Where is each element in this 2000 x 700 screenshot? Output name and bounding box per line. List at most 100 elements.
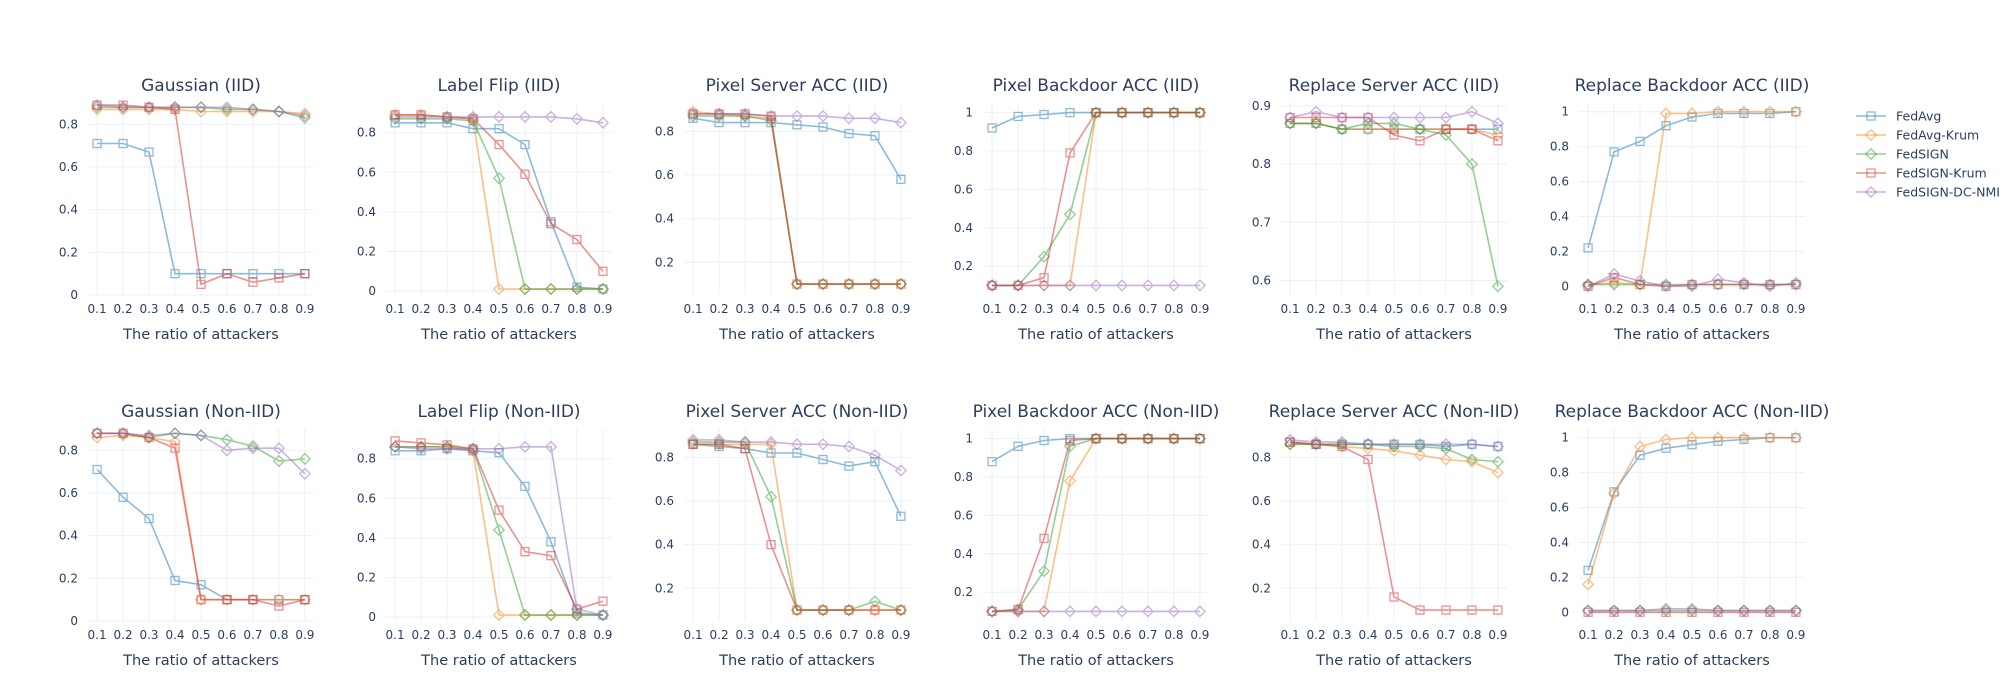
data-point (1013, 111, 1023, 122)
data-point (1285, 112, 1295, 123)
data-point (790, 109, 804, 123)
data-point (92, 138, 102, 149)
data-point (1583, 281, 1593, 291)
series-fedsign-krum (688, 439, 906, 615)
data-point (170, 443, 180, 453)
x-tick-label: 0.3 (437, 628, 456, 642)
data-point (686, 107, 700, 121)
data-point (170, 575, 180, 586)
data-point (1737, 105, 1751, 118)
series-line (692, 117, 902, 180)
y-tick-label: 0.2 (59, 245, 78, 259)
x-tick-label: 0.1 (684, 302, 703, 316)
data-point (1685, 602, 1699, 615)
data-point (792, 605, 802, 615)
x-tick-label: 0.3 (139, 302, 158, 316)
legend-item[interactable]: FedSIGN-DC-NMI (1856, 185, 2000, 200)
series-line (97, 104, 306, 117)
y-tick-label: 0.8 (1550, 140, 1569, 154)
y-tick-label: 0 (368, 610, 376, 624)
series-fedsign-krum (92, 100, 310, 289)
x-axis-label: The ratio of attackers (420, 327, 577, 343)
data-point (1335, 435, 1349, 449)
data-point (1763, 604, 1777, 617)
data-point (1659, 602, 1673, 615)
y-tick-label: 0.8 (954, 470, 973, 484)
data-point (466, 110, 480, 123)
x-tick-label: 0.6 (1112, 628, 1131, 642)
series-line (1290, 116, 1499, 142)
x-tick-label: 0.6 (1112, 302, 1131, 316)
x-tick-label: 0.5 (1086, 302, 1105, 316)
data-point (1711, 273, 1725, 286)
data-point (298, 452, 312, 465)
legend-item[interactable]: FedSIGN-Krum (1856, 166, 1987, 181)
x-axis-label: The ratio of attackers (122, 327, 279, 343)
x-tick-label: 0.5 (1384, 628, 1403, 642)
data-point (492, 442, 506, 455)
data-point (144, 147, 154, 157)
data-point (272, 442, 286, 455)
x-tick-label: 0.2 (412, 302, 431, 316)
data-point (1389, 130, 1399, 140)
data-point (246, 103, 260, 116)
x-tick-label: 0.8 (567, 628, 586, 642)
x-tick-label: 0.2 (114, 302, 133, 316)
data-point (90, 427, 104, 440)
data-point (1581, 578, 1595, 591)
data-point (492, 282, 506, 296)
x-tick-label: 0.8 (1164, 628, 1183, 642)
data-point (598, 596, 608, 606)
legend-item[interactable]: FedAvg (1856, 109, 1941, 124)
data-point (116, 101, 130, 114)
legend-item[interactable]: FedSIGN (1856, 147, 1949, 162)
data-point (712, 107, 726, 121)
data-point (1117, 107, 1127, 118)
x-tick-label: 0.2 (412, 628, 431, 642)
x-tick-label: 0.4 (1656, 628, 1675, 642)
data-point (390, 446, 400, 456)
data-point (1091, 433, 1101, 444)
x-tick-label: 0.5 (1086, 628, 1105, 642)
y-tick-label: 0.8 (1252, 157, 1271, 171)
data-point (1763, 105, 1777, 118)
data-point (168, 435, 182, 448)
data-point (1789, 604, 1803, 617)
data-point (896, 174, 906, 185)
x-tick-label: 0.9 (295, 628, 314, 642)
series-fedsign-dc-nmi (90, 427, 312, 480)
y-tick-label: 0.4 (655, 538, 674, 552)
x-tick-label: 0.9 (295, 302, 314, 316)
data-point (596, 608, 610, 622)
data-point (246, 439, 260, 453)
data-point (1283, 111, 1297, 124)
y-tick-label: 0.6 (1252, 494, 1271, 508)
data-point (596, 116, 610, 129)
legend-swatch-marker (1864, 147, 1878, 161)
y-tick-label: 0.2 (655, 255, 674, 269)
x-tick-label: 0.6 (515, 628, 534, 642)
subplot-4: 0.2 0.4 0.6 0.8 1 0.1 0.2 0.3 0.4 0.5 0.6 0.7 0.8 0.9… (954, 76, 1210, 343)
data-point (1361, 123, 1375, 136)
data-point (1063, 208, 1077, 221)
data-point (1285, 437, 1295, 447)
legend-item[interactable]: FedAvg-Krum (1856, 128, 1979, 143)
data-point (518, 282, 532, 296)
data-point (1737, 431, 1751, 444)
x-tick-label: 0.6 (1708, 302, 1727, 316)
data-point (1685, 431, 1699, 444)
y-tick-label: 0.2 (357, 570, 376, 584)
data-point (738, 107, 752, 121)
data-point (896, 605, 906, 615)
series-line (395, 116, 604, 124)
subplot-10: 0.2 0.4 0.6 0.8 1 0.1 0.2 0.3 0.4 0.5 0.6 0.7 0.8 0.9… (954, 402, 1220, 669)
data-point (272, 454, 286, 468)
series-fedsign-dc-nmi (985, 279, 1207, 292)
data-point (520, 547, 530, 557)
x-tick-label: 0.3 (1630, 628, 1649, 642)
series-line (1587, 110, 1796, 249)
data-point (1659, 280, 1673, 293)
data-point (868, 449, 882, 462)
x-tick-label: 0.3 (139, 628, 158, 642)
data-point (1493, 605, 1503, 615)
